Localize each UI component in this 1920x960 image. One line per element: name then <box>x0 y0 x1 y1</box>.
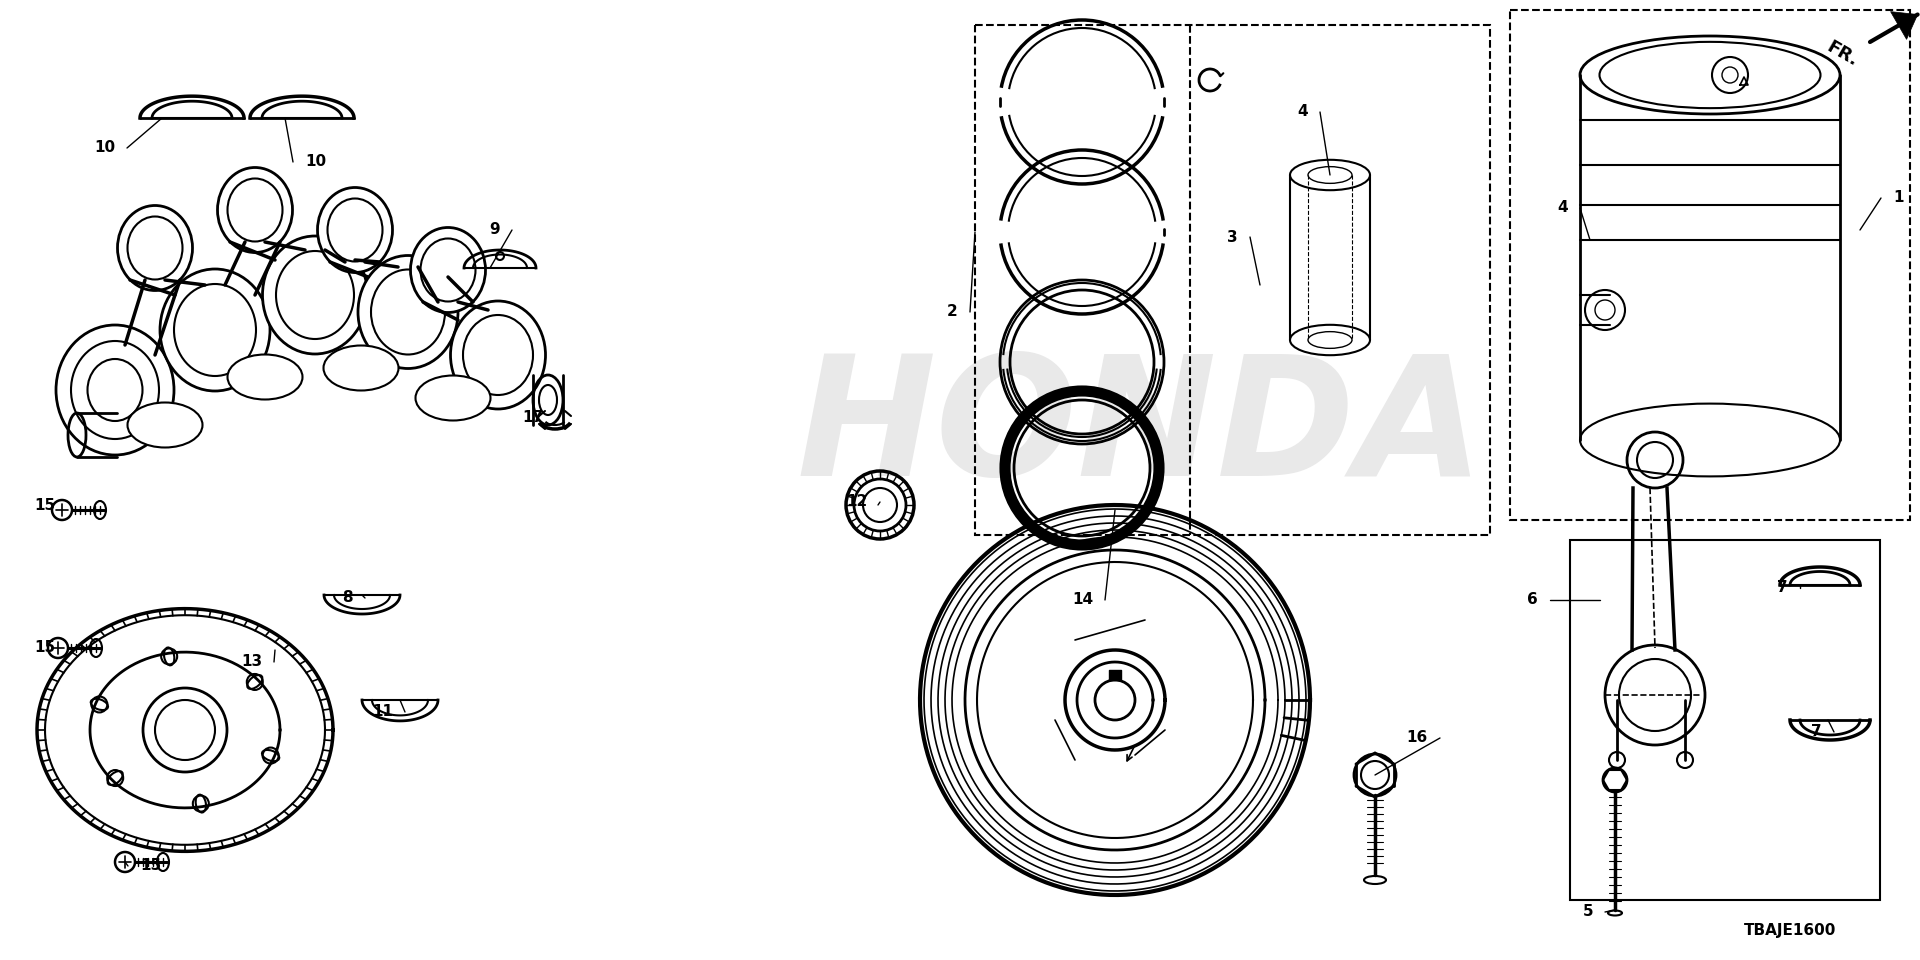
Text: 6: 6 <box>1526 592 1538 608</box>
Text: 1: 1 <box>1893 190 1903 205</box>
Text: HONDA: HONDA <box>797 348 1484 512</box>
Text: 3: 3 <box>1227 229 1238 245</box>
Text: 5: 5 <box>1582 904 1594 920</box>
Text: FR.: FR. <box>1824 37 1860 70</box>
Text: 10: 10 <box>94 140 115 156</box>
Text: 15: 15 <box>140 858 161 874</box>
Ellipse shape <box>451 301 545 409</box>
Text: 11: 11 <box>372 705 394 719</box>
Ellipse shape <box>127 402 202 447</box>
Text: 10: 10 <box>305 155 326 170</box>
Text: 15: 15 <box>35 640 56 656</box>
Text: 17: 17 <box>522 411 543 425</box>
Ellipse shape <box>159 269 271 391</box>
Text: 13: 13 <box>240 655 261 669</box>
Bar <box>1571 540 1880 900</box>
Text: TBAJE1600: TBAJE1600 <box>1743 923 1836 938</box>
Text: 2: 2 <box>947 304 958 320</box>
Ellipse shape <box>56 325 175 455</box>
Bar <box>1509 10 1910 520</box>
Text: 9: 9 <box>490 223 499 237</box>
Ellipse shape <box>217 167 292 252</box>
Text: 15: 15 <box>35 497 56 513</box>
Ellipse shape <box>263 236 367 354</box>
Ellipse shape <box>357 255 459 369</box>
Text: 16: 16 <box>1407 731 1428 746</box>
Text: 12: 12 <box>847 494 868 510</box>
Polygon shape <box>1891 12 1918 39</box>
Ellipse shape <box>117 205 192 291</box>
Ellipse shape <box>323 346 399 391</box>
Text: 4: 4 <box>1557 201 1569 215</box>
Ellipse shape <box>317 187 392 273</box>
Ellipse shape <box>411 228 486 313</box>
Text: 8: 8 <box>342 590 353 606</box>
Text: 7: 7 <box>1778 581 1788 595</box>
Ellipse shape <box>1580 36 1839 114</box>
Ellipse shape <box>227 354 303 399</box>
Bar <box>975 25 1490 535</box>
Text: 7: 7 <box>1811 725 1822 739</box>
Ellipse shape <box>415 375 490 420</box>
Text: 4: 4 <box>1298 105 1308 119</box>
Text: 14: 14 <box>1071 592 1092 608</box>
